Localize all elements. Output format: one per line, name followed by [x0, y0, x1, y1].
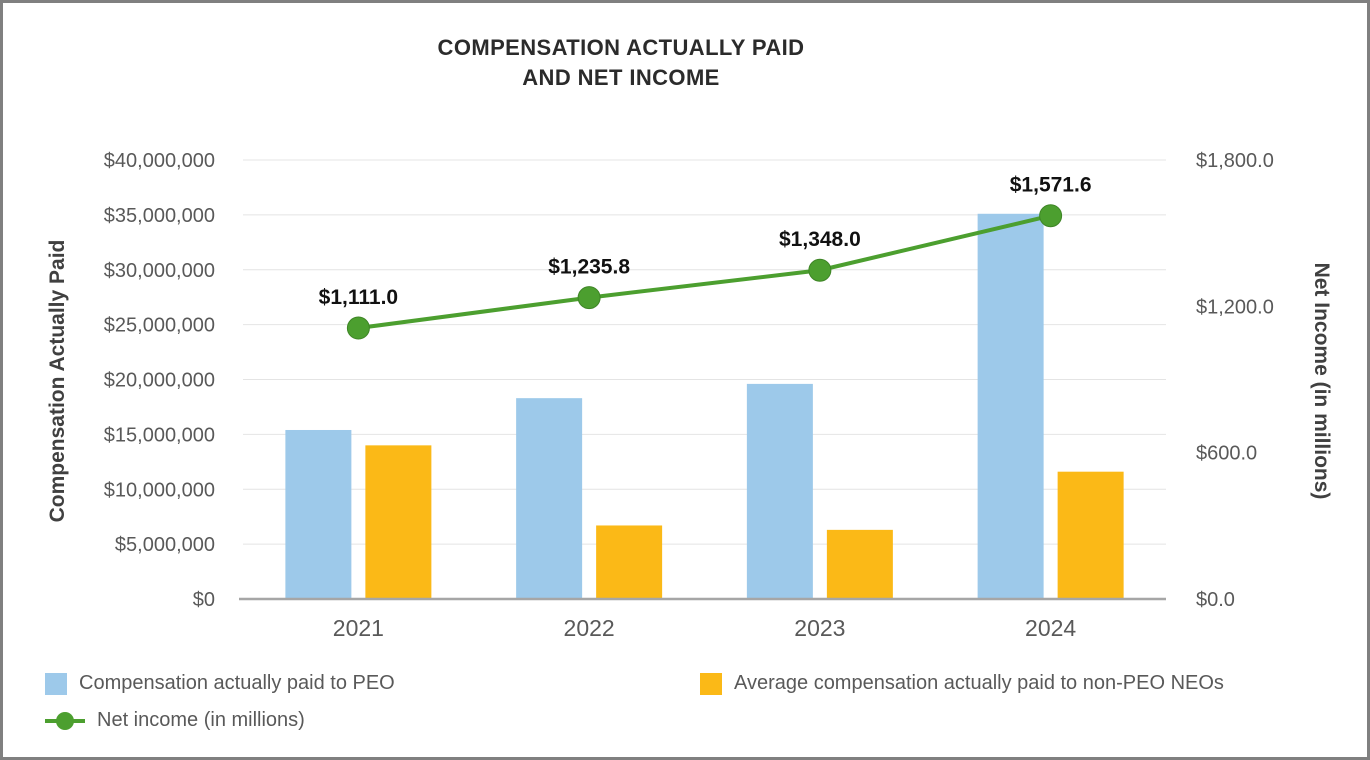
right-tick-label: $0.0 [1196, 589, 1235, 611]
legend-item-nonpeo: Average compensation actually paid to no… [700, 672, 1224, 695]
left-tick-label: $20,000,000 [104, 370, 215, 392]
legend-label-peo: Compensation actually paid to PEO [79, 672, 395, 694]
legend-label-netincome: Net income (in millions) [97, 709, 305, 731]
chart-title-line1: COMPENSATION ACTUALLY PAID [437, 35, 805, 60]
net-income-line [358, 213, 1052, 331]
left-tick-label: $35,000,000 [104, 205, 215, 227]
legend: Compensation actually paid to PEO Averag… [45, 665, 1345, 739]
nonpeo-bar-swatch-icon [700, 672, 722, 695]
combo-chart: $0 $5,000,000 $10,000,000 $15,000,000 $20,00… [104, 150, 1274, 641]
left-tick-label: $10,000,000 [104, 479, 215, 501]
legend-item-peo: Compensation actually paid to PEO [45, 672, 700, 695]
bar [285, 429, 352, 599]
net-income-data-label: $1,571.6 [1010, 174, 1092, 197]
netincome-line-swatch-icon [45, 710, 85, 732]
chart-title: COMPENSATION ACTUALLY PAID AND NET INCOM… [3, 33, 1239, 92]
x-tick-label: 2023 [794, 615, 845, 641]
net-income-marker [808, 258, 832, 282]
right-tick-label: $1,200.0 [1196, 296, 1274, 318]
bar [1057, 471, 1124, 599]
left-tick-label: $5,000,000 [115, 534, 215, 556]
legend-item-netincome: Net income (in millions) [45, 709, 700, 732]
bar [596, 525, 663, 599]
net-income-marker [346, 316, 370, 340]
legend-label-nonpeo: Average compensation actually paid to no… [734, 672, 1224, 694]
chart-title-line2: AND NET INCOME [522, 64, 720, 90]
bar [977, 213, 1044, 599]
legend-row-1: Compensation actually paid to PEO Averag… [45, 665, 1345, 702]
x-tick-label: 2022 [564, 615, 615, 641]
net-income-marker [577, 286, 601, 310]
x-tick-label: 2024 [1025, 615, 1076, 641]
left-tick-label: $40,000,000 [104, 150, 215, 172]
left-tick-label: $25,000,000 [104, 315, 215, 337]
bar [826, 529, 893, 599]
left-tick-label: $15,000,000 [104, 424, 215, 446]
net-income-data-label: $1,111.0 [319, 286, 398, 309]
x-tick-label: 2021 [333, 615, 384, 641]
net-income-marker [1039, 204, 1063, 228]
bar [365, 445, 432, 599]
net-income-data-label: $1,348.0 [779, 228, 861, 251]
left-tick-label: $30,000,000 [104, 260, 215, 282]
right-tick-label: $1,800.0 [1196, 150, 1274, 172]
bar [516, 398, 583, 599]
left-tick-label: $0 [193, 589, 215, 611]
right-tick-label: $600.0 [1196, 443, 1257, 465]
legend-row-2: Net income (in millions) [45, 702, 1345, 739]
bar [746, 383, 813, 599]
net-income-data-label: $1,235.8 [548, 256, 630, 279]
peo-bar-swatch-icon [45, 672, 67, 695]
